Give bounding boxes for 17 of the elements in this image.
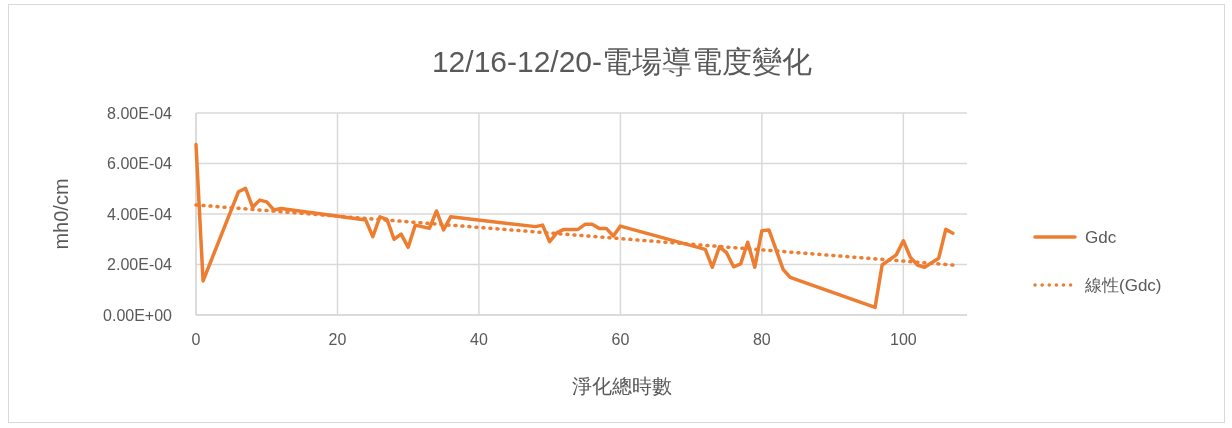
legend-label: 線性(Gdc) [1084,275,1162,295]
x-tick-label: 20 [328,331,347,348]
y-axis-title: mh0/cm [50,178,72,250]
x-tick-label: 40 [470,331,488,348]
x-tick-label: 80 [752,331,771,348]
chart-title: 12/16-12/20-電場導電度變化 [431,45,813,78]
y-tick-label: 6.00E-04 [107,155,173,173]
y-tick-label: 8.00E-04 [107,104,173,122]
y-tick-label: 2.00E-04 [107,256,173,274]
legend-label: Gdc [1085,227,1117,247]
x-tick-label: 0 [191,331,201,348]
x-axis-title: 淨化總時數 [572,375,672,397]
line-series [194,142,955,310]
y-tick-label: 0.00E+00 [103,306,173,324]
x-tick-label: 100 [889,331,917,348]
y-tick-label: 4.00E-04 [107,205,173,223]
x-tick-label: 60 [611,331,630,348]
